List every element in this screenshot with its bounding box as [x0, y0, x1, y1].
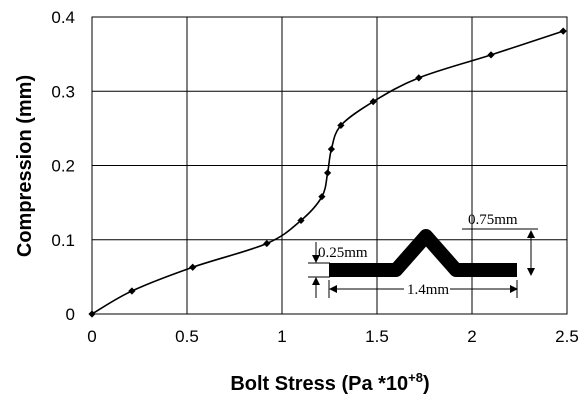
- x-tick-label: 0.5: [175, 327, 199, 346]
- y-axis-title: Compression (mm): [14, 75, 36, 257]
- x-axis-title-main: Bolt Stress (Pa *10: [230, 373, 408, 395]
- x-tick-label: 1: [277, 327, 286, 346]
- data-point-marker: [128, 287, 135, 294]
- data-point-marker: [370, 98, 377, 105]
- height-dimension-label: 0.75mm: [468, 212, 518, 228]
- y-tick-label: 0.2: [51, 157, 75, 176]
- x-tick-labels: 0 0.5 1 1.5 2 2.5: [87, 327, 579, 346]
- data-point-marker: [88, 310, 95, 317]
- x-tick-label: 2.5: [555, 327, 579, 346]
- data-point-marker: [415, 74, 422, 81]
- data-point-marker: [263, 240, 270, 247]
- x-axis-title-superscript: +8: [408, 370, 423, 385]
- data-point-marker: [487, 51, 494, 58]
- y-tick-labels: 0 0.1 0.2 0.3 0.4: [51, 8, 75, 324]
- thickness-dimension-label: 0.25mm: [318, 245, 368, 261]
- y-tick-label: 0.1: [51, 231, 75, 250]
- data-point-marker: [189, 264, 196, 271]
- x-axis-title: Bolt Stress (Pa *10+8): [230, 370, 429, 395]
- data-point-marker: [328, 146, 335, 153]
- y-tick-label: 0: [66, 305, 75, 324]
- gasket-profile-inset: 0.75mm 0.25mm 1.4mm: [308, 212, 538, 298]
- data-point-marker: [560, 28, 567, 35]
- x-tick-label: 1.5: [365, 327, 389, 346]
- data-point-marker: [318, 193, 325, 200]
- x-axis-title-close: ): [423, 373, 430, 395]
- y-tick-label: 0.3: [51, 82, 75, 101]
- y-tick-label: 0.4: [51, 8, 75, 27]
- x-tick-label: 0: [87, 327, 96, 346]
- width-dimension-label: 1.4mm: [407, 282, 449, 298]
- x-tick-label: 2: [467, 327, 476, 346]
- data-point-marker: [324, 169, 331, 176]
